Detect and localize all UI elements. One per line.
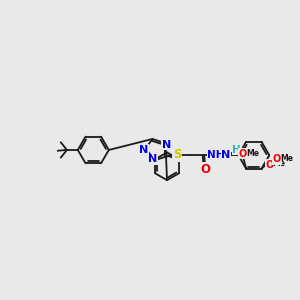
Text: O: O (273, 154, 281, 164)
Text: O: O (200, 163, 210, 176)
Text: N: N (148, 154, 157, 164)
Text: Me: Me (272, 159, 285, 168)
Text: H: H (232, 145, 241, 155)
Text: O: O (239, 149, 247, 159)
Text: O: O (265, 160, 274, 170)
Text: N: N (221, 150, 231, 160)
Text: N: N (162, 140, 171, 150)
Text: Me: Me (280, 154, 293, 163)
Text: S: S (173, 148, 182, 161)
Text: Me: Me (246, 148, 259, 158)
Text: NH: NH (207, 150, 225, 160)
Text: N: N (139, 145, 148, 155)
